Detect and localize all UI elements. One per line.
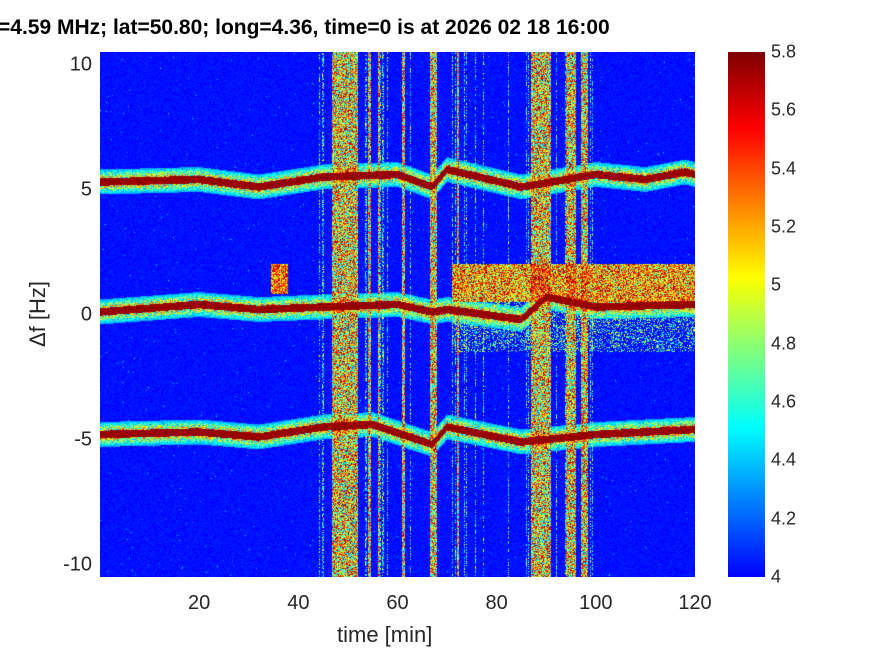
y-tick-label: -10: [63, 553, 92, 575]
colorbar-tick-label: 5.2: [771, 216, 797, 237]
y-tick-label: -5: [74, 428, 92, 450]
colorbar-tick-label: 4.6: [771, 391, 797, 412]
y-axis-label: Δf [Hz]: [25, 280, 50, 348]
chart-title: =4.59 MHz; lat=50.80; long=4.36, time=0 …: [0, 16, 610, 39]
colorbar-tick-label: 4: [771, 566, 782, 587]
colorbar-tick-label: 5.6: [771, 99, 797, 120]
x-axis-label: time [min]: [337, 622, 433, 647]
x-tick-label: 60: [386, 592, 409, 614]
colorbar-tick-label: 5.8: [771, 41, 797, 62]
x-tick-label: 100: [579, 592, 613, 614]
y-tick-label: 0: [80, 303, 92, 325]
y-tick-label: 10: [69, 53, 92, 75]
x-tick-label: 80: [485, 592, 508, 614]
x-tick-label: 120: [678, 592, 712, 614]
colorbar-tick-label: 4.2: [771, 508, 797, 529]
colorbar: [728, 52, 765, 577]
colorbar-tick-label: 4.8: [771, 333, 797, 354]
colorbar-tick-label: 5: [771, 274, 782, 295]
colorbar-tick-label: 5.4: [771, 158, 797, 179]
y-tick-label: 5: [80, 178, 92, 200]
x-tick-label: 40: [287, 592, 310, 614]
colorbar-tick-label: 4.4: [771, 449, 797, 470]
spectrogram-heatmap: [100, 52, 695, 577]
x-tick-label: 20: [188, 592, 211, 614]
